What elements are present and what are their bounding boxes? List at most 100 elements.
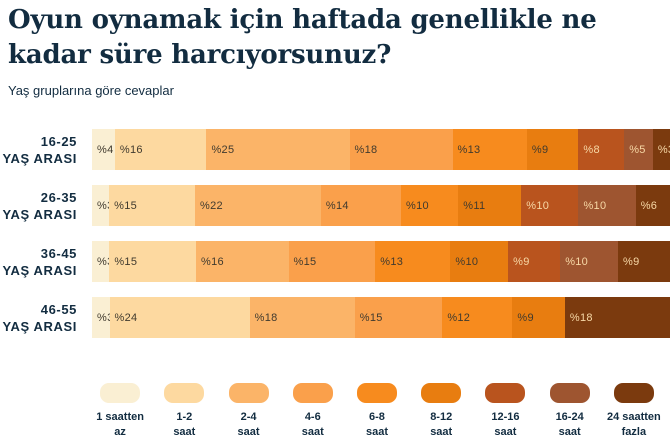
segment-value-label: %10 (565, 255, 589, 268)
legend-label: 4-6 saat (302, 410, 324, 440)
legend-label-line1: 2-4 (240, 411, 257, 423)
legend-item: 12-16 saat (473, 383, 537, 440)
legend-label: 1-2 saat (173, 410, 195, 440)
legend-label-line1: 8-12 (430, 411, 453, 423)
segment-value-label: %25 (211, 143, 235, 156)
segment-value-label: %15 (114, 255, 138, 268)
legend-swatch (100, 383, 141, 403)
segment-value-label: %3 (97, 255, 114, 268)
segment-value-label: %16 (119, 143, 143, 156)
legend-label-line2: saat (173, 426, 196, 438)
bar-segment: %9 (526, 129, 579, 170)
legend-label-line1: 1-2 (176, 411, 193, 423)
legend-item: 6-8 saat (345, 383, 409, 440)
legend-item: 16-24 saat (538, 383, 602, 440)
legend-label: 24 saatten fazla (607, 410, 661, 440)
legend-swatch (356, 383, 397, 403)
bar-segment: %13 (452, 129, 527, 170)
segment-value-label: %12 (447, 311, 471, 324)
segment-value-label: %9 (517, 311, 534, 324)
chart-subtitle: Yaş gruplarına göre cevaplar (8, 83, 174, 98)
legend-label-line2: az (114, 426, 126, 438)
age-range-suffix-text: YAŞ ARASI (2, 318, 77, 334)
legend-item: 1-2 saat (152, 383, 216, 440)
bar-segment: %18 (349, 129, 453, 170)
legend-label-line2: saat (301, 426, 324, 438)
segment-value-label: %8 (583, 143, 600, 156)
legend-label-line2: saat (558, 426, 581, 438)
bar-segment: %15 (288, 241, 376, 282)
legend-label-line1: 6-8 (369, 411, 385, 423)
bar-segment: %18 (249, 297, 355, 338)
bar-segment: %9 (512, 297, 565, 338)
segment-value-label: %5 (629, 143, 646, 156)
legend-label-line2: saat (494, 426, 517, 438)
legend-label-line2: fazla (621, 426, 647, 438)
age-range-suffix-text: YAŞ ARASI (2, 206, 77, 222)
legend-label: 1 saatten az (96, 410, 144, 440)
age-group-label: 16-25 YAŞ ARASI (0, 129, 92, 170)
bar-segment: %22 (195, 185, 321, 226)
legend-label-line1: 24 saatten (606, 411, 661, 423)
stacked-bar: %3 %15 %22 %14 %10 %11 %10 %10 %6 (92, 185, 670, 226)
legend-item: 2-4 saat (216, 383, 280, 440)
bar-segment: %15 (109, 185, 196, 226)
legend-label-line1: 4-6 (304, 411, 321, 423)
segment-value-label: %3 (97, 199, 114, 212)
bar-segment: %10 (401, 185, 459, 226)
segment-value-label: %9 (513, 255, 530, 268)
segment-value-label: %6 (640, 199, 658, 212)
legend-item: 1 saatten az (88, 383, 152, 440)
legend-label-line2: saat (365, 426, 388, 438)
bar-segment: %10 (450, 241, 509, 282)
bar-segment: %18 (564, 297, 670, 338)
bar-segment: %10 (578, 185, 636, 226)
chart-legend: 1 saatten az 1-2 saat 2-4 saat 4-6 saat 6-8 saat 8… (88, 383, 666, 440)
segment-value-label: %4 (97, 143, 114, 156)
segment-value-label: %10 (583, 199, 607, 212)
legend-swatch (549, 383, 590, 403)
legend-swatch (421, 383, 462, 403)
segment-value-label: %10 (406, 199, 429, 212)
age-range-text: 16-25 (40, 133, 77, 149)
bar-segment: %24 (109, 297, 250, 338)
legend-label: 6-8 saat (366, 410, 388, 440)
legend-label: 2-4 saat (238, 410, 260, 440)
segment-value-label: %10 (455, 255, 479, 268)
segment-value-label: %18 (569, 311, 593, 324)
segment-value-label: %13 (380, 255, 404, 268)
age-group-label: 26-35 YAŞ ARASI (0, 185, 92, 226)
legend-swatch (613, 383, 654, 403)
legend-label-line1: 16-24 (555, 411, 584, 423)
segment-value-label: %18 (354, 143, 378, 156)
segment-value-label: %24 (114, 311, 138, 324)
segment-value-label: %14 (325, 199, 349, 212)
bar-segment: %9 (617, 241, 670, 282)
segment-value-label: %13 (457, 143, 481, 156)
age-range-text: 26-35 (40, 189, 77, 205)
age-group-label: 46-55 YAŞ ARASI (0, 297, 92, 338)
bar-segment: %10 (521, 185, 579, 226)
segment-value-label: %18 (254, 311, 278, 324)
bar-segment: %15 (109, 241, 197, 282)
legend-swatch (485, 383, 526, 403)
legend-swatch (228, 383, 269, 403)
age-range-text: 36-45 (40, 245, 77, 261)
bar-segment: %6 (635, 185, 670, 226)
legend-item: 24 saatten fazla (602, 383, 666, 440)
legend-label-line2: saat (237, 426, 260, 438)
legend-item: 8-12 saat (409, 383, 473, 440)
bar-segment: %9 (508, 241, 561, 282)
legend-swatch (292, 383, 333, 403)
bar-segment: %14 (320, 185, 402, 226)
age-range-text: 46-55 (40, 301, 77, 317)
segment-value-label: %16 (201, 255, 224, 268)
legend-label-line1: 12-16 (491, 411, 520, 423)
bar-segment: %25 (206, 129, 350, 170)
segment-value-label: %3 (657, 143, 670, 156)
bar-segment: %4 (92, 129, 115, 170)
legend-swatch (164, 383, 205, 403)
bar-segment: %16 (196, 241, 289, 282)
stacked-bar: %4 %16 %25 %18 %13 %9 %8 %5 %3 (92, 129, 670, 170)
